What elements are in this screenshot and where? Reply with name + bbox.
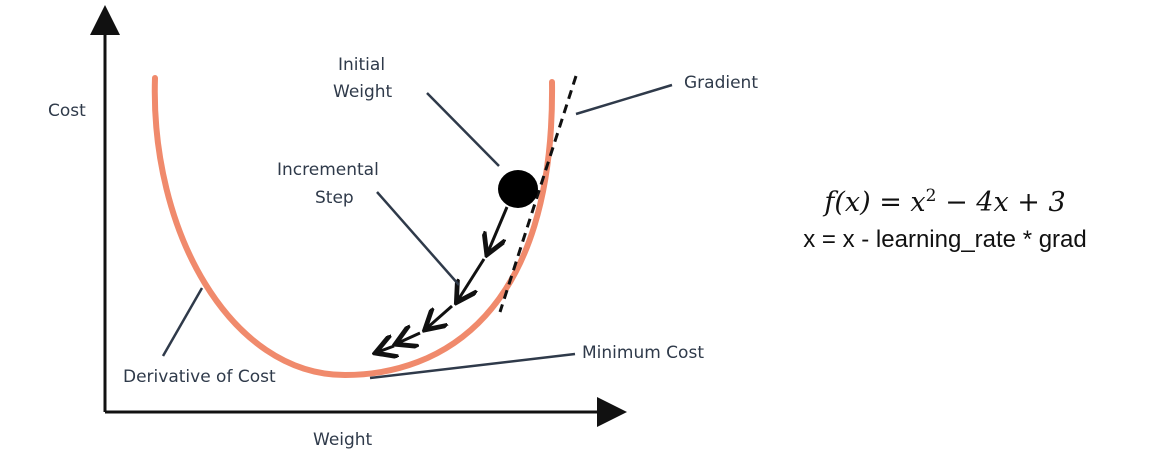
step-arrow-3 [427,304,453,328]
derivative-of-cost-label: Derivative of Cost [123,367,276,387]
step-arrow-1 [488,206,509,252]
incremental-step-label-line1: Incremental [277,160,379,180]
derivative-of-cost-pointer [161,287,204,357]
step-arrow-5 [378,346,394,352]
cost-curve [151,75,556,379]
update-rule-equation: x = x - learning_rate * grad [803,226,1087,253]
gradient-pointer [575,83,673,116]
incremental-step-label-line2: Step [315,188,354,208]
incremental-step-pointer [376,191,460,286]
function-equation-exponent: 2 [925,186,937,206]
y-axis-label: Cost [48,101,86,121]
gradient-tangent-line [498,75,578,313]
step-arrow-4 [398,333,421,343]
step-arrow-2 [458,258,486,300]
minimum-cost-pointer [369,352,576,380]
initial-weight-label-line1: Initial [338,55,385,75]
initial-weight-label-line2: Weight [333,82,393,102]
initial-weight-point [498,170,538,208]
gradient-label: Gradient [684,73,758,93]
minimum-cost-label: Minimum Cost [582,343,704,363]
initial-weight-pointer [426,92,500,167]
x-axis-label: Weight [313,430,373,450]
incremental-steps [378,206,509,352]
function-equation-rhs: − 4x + 3 [936,187,1066,218]
function-equation: f(x) = x2 − 4x + 3 [760,186,1130,218]
function-equation-lhs: f(x) = x [824,187,926,218]
